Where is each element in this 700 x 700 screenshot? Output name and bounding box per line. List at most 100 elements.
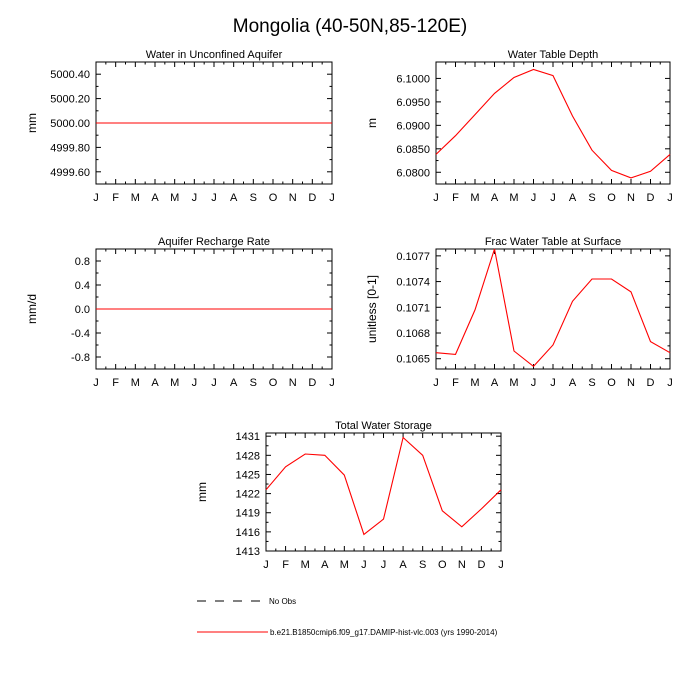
x-tick-label: J bbox=[211, 192, 217, 204]
x-tick-label: A bbox=[151, 377, 159, 389]
x-tick-label: J bbox=[329, 192, 335, 204]
series-line bbox=[435, 68, 671, 179]
y-tick-label: 1416 bbox=[236, 527, 260, 539]
x-tick-label: J bbox=[361, 559, 367, 571]
x-tick-label: J bbox=[263, 559, 269, 571]
y-tick-label: 0.1071 bbox=[396, 302, 430, 314]
y-tick-label: 0.4 bbox=[75, 280, 90, 292]
x-tick-label: F bbox=[112, 192, 119, 204]
x-tick-label: J bbox=[550, 192, 556, 204]
y-tick-label: 5000.00 bbox=[50, 118, 90, 130]
x-tick-label: M bbox=[170, 377, 179, 389]
x-tick-label: S bbox=[250, 377, 257, 389]
y-tick-label: 0.8 bbox=[75, 256, 90, 268]
x-tick-label: D bbox=[308, 377, 316, 389]
chart-title: Aquifer Recharge Rate bbox=[158, 236, 270, 248]
x-tick-label: D bbox=[477, 559, 485, 571]
y-tick-label: 1425 bbox=[236, 469, 260, 481]
y-axis-label: mm bbox=[25, 113, 39, 133]
x-tick-label: J bbox=[93, 377, 99, 389]
x-tick-label: D bbox=[647, 192, 655, 204]
y-tick-label: 0.1074 bbox=[396, 277, 430, 289]
x-tick-label: S bbox=[588, 192, 595, 204]
y-tick-label: 1428 bbox=[236, 450, 260, 462]
x-tick-label: N bbox=[627, 377, 635, 389]
chart-title: Water in Unconfined Aquifer bbox=[146, 49, 283, 61]
y-tick-label: 6.0800 bbox=[396, 167, 430, 179]
x-tick-label: J bbox=[531, 377, 537, 389]
y-tick-label: 0.1077 bbox=[396, 251, 430, 263]
x-tick-label: J bbox=[498, 559, 504, 571]
plot-frame bbox=[435, 248, 671, 370]
x-tick-label: S bbox=[588, 377, 595, 389]
legend-obs-label: No Obs bbox=[269, 597, 296, 606]
x-tick-label: J bbox=[329, 377, 335, 389]
y-tick-label: 5000.20 bbox=[50, 94, 90, 106]
x-tick-label: J bbox=[667, 377, 673, 389]
x-tick-label: A bbox=[151, 192, 159, 204]
y-axis-label: m bbox=[365, 118, 379, 128]
x-tick-label: J bbox=[381, 559, 387, 571]
x-tick-label: A bbox=[230, 192, 238, 204]
y-tick-label: 5000.40 bbox=[50, 69, 90, 81]
x-tick-label: M bbox=[470, 377, 479, 389]
y-axis-label: unitless [0-1] bbox=[365, 275, 379, 343]
x-tick-label: A bbox=[321, 559, 329, 571]
x-tick-label: D bbox=[308, 192, 316, 204]
x-tick-label: F bbox=[452, 377, 459, 389]
plot-frame bbox=[435, 61, 671, 185]
x-tick-label: M bbox=[470, 192, 479, 204]
x-tick-label: F bbox=[282, 559, 289, 571]
x-tick-label: A bbox=[230, 377, 238, 389]
y-tick-label: 6.0900 bbox=[396, 120, 430, 132]
y-tick-label: 6.0850 bbox=[396, 144, 430, 156]
y-tick-label: 6.0950 bbox=[396, 97, 430, 109]
y-tick-label: 4999.60 bbox=[50, 167, 90, 179]
x-tick-label: N bbox=[627, 192, 635, 204]
x-tick-label: J bbox=[667, 192, 673, 204]
x-tick-label: F bbox=[112, 377, 119, 389]
y-axis-label: mm bbox=[195, 482, 209, 502]
x-tick-label: M bbox=[340, 559, 349, 571]
x-tick-label: J bbox=[192, 377, 198, 389]
x-tick-label: J bbox=[531, 192, 537, 204]
y-tick-label: 1422 bbox=[236, 489, 260, 501]
legend: No Obs b.e21.B1850cmip6.f09_g17.DAMIP-hi… bbox=[197, 597, 498, 637]
y-axis-label: mm/d bbox=[25, 294, 39, 324]
legend-model-label: b.e21.B1850cmip6.f09_g17.DAMIP-hist-vlc.… bbox=[270, 628, 498, 637]
x-tick-label: O bbox=[607, 192, 616, 204]
y-tick-label: 0.1065 bbox=[396, 354, 430, 366]
figure-title: Mongolia (40-50N,85-120E) bbox=[233, 16, 467, 37]
x-tick-label: M bbox=[509, 192, 518, 204]
x-tick-label: N bbox=[289, 192, 297, 204]
y-tick-label: -0.4 bbox=[71, 328, 90, 340]
series-line bbox=[435, 248, 671, 368]
x-tick-label: O bbox=[269, 192, 278, 204]
x-tick-label: M bbox=[509, 377, 518, 389]
x-tick-label: M bbox=[131, 192, 140, 204]
series-line bbox=[265, 436, 502, 536]
y-tick-label: 6.1000 bbox=[396, 73, 430, 85]
x-tick-label: M bbox=[131, 377, 140, 389]
x-tick-label: M bbox=[301, 559, 310, 571]
y-tick-label: 1431 bbox=[236, 431, 260, 443]
chart-title: Water Table Depth bbox=[508, 49, 599, 61]
x-tick-label: S bbox=[250, 192, 257, 204]
x-tick-label: A bbox=[491, 192, 499, 204]
x-tick-label: S bbox=[419, 559, 426, 571]
x-tick-label: A bbox=[569, 377, 577, 389]
x-tick-label: J bbox=[433, 377, 439, 389]
y-tick-label: 1419 bbox=[236, 508, 260, 520]
x-tick-label: J bbox=[192, 192, 198, 204]
y-tick-label: 0.1068 bbox=[396, 328, 430, 340]
x-tick-label: D bbox=[647, 377, 655, 389]
y-tick-label: -0.8 bbox=[71, 352, 90, 364]
x-tick-label: M bbox=[170, 192, 179, 204]
x-tick-label: F bbox=[452, 192, 459, 204]
